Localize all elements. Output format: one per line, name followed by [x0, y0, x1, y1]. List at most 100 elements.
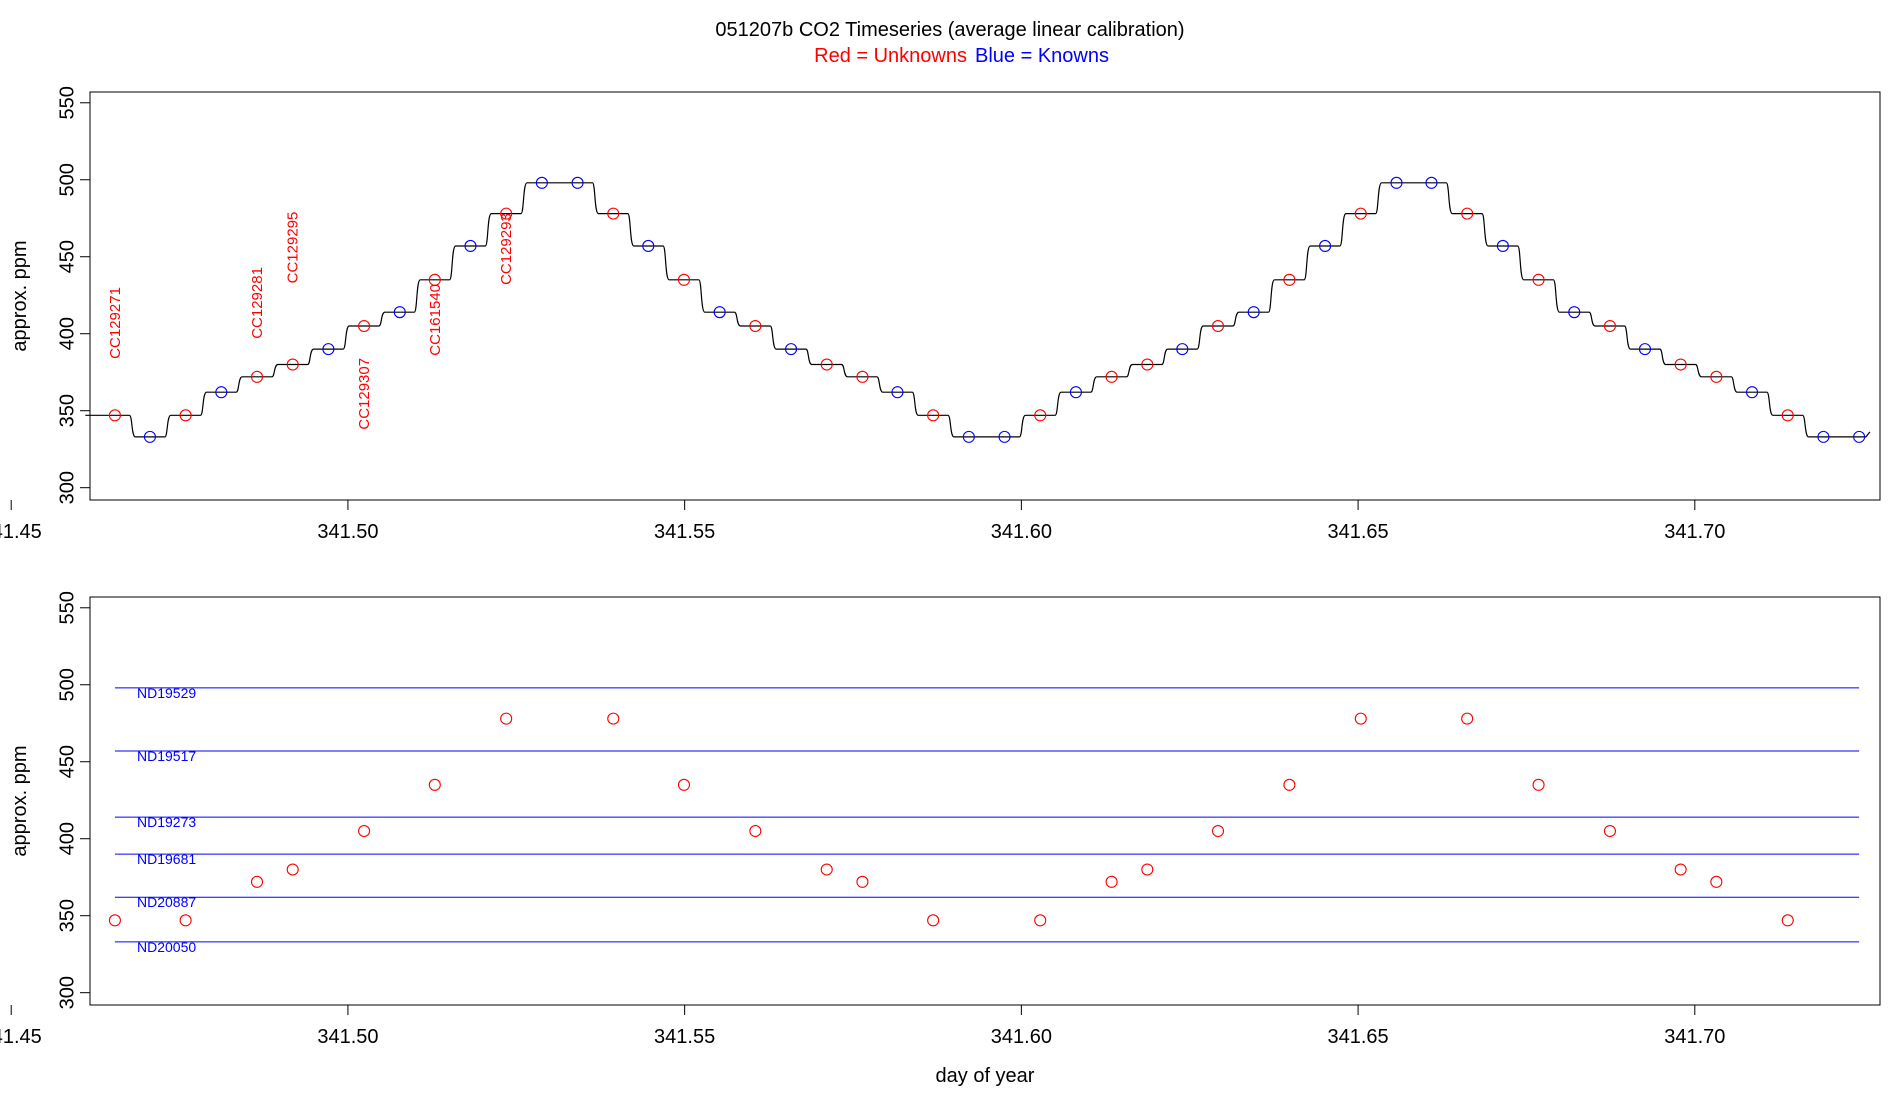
known-point: [642, 239, 655, 253]
y-axis-label: approx. ppm: [9, 240, 31, 351]
unknown-point: [500, 207, 513, 220]
known-point: [713, 306, 726, 319]
known-point: [1638, 343, 1652, 356]
known-point: [784, 343, 798, 356]
known-point: [393, 306, 406, 319]
known-point: [215, 386, 228, 399]
unknown-point: [1603, 319, 1617, 333]
reference-line-label: ND19681: [137, 851, 196, 867]
y-tick-label: 450: [56, 745, 78, 778]
known-point: [1390, 176, 1403, 189]
unknown-point: [1461, 712, 1474, 725]
unknown-point: [1211, 824, 1225, 838]
known-point: [1176, 343, 1189, 356]
y-tick-label: 300: [56, 976, 78, 1009]
unknown-point: [1674, 863, 1687, 876]
cylinder-annotation: CC129295: [285, 212, 302, 284]
top-panel-timeseries: 341.45 341.50 341.55 341.60 341.65 341.70 300 3…: [0, 86, 1881, 543]
y-tick-label: 350: [56, 394, 78, 427]
y-tick-label: 350: [56, 899, 78, 932]
unknown-point: [1034, 914, 1047, 927]
unknown-point: [108, 914, 121, 927]
unknown-point: [179, 409, 192, 422]
unknown-point: [1603, 824, 1617, 838]
y-tick-label: 500: [56, 668, 78, 701]
known-point: [1069, 386, 1082, 399]
unknown-point: [1105, 875, 1118, 888]
reference-line-label: ND19517: [137, 748, 196, 764]
unknown-point: [749, 319, 762, 333]
unknown-point: [749, 824, 762, 838]
unknown-point: [927, 409, 940, 422]
known-point: [1247, 306, 1260, 319]
x-tick-label: 341.60: [991, 1026, 1052, 1048]
unknown-point: [1283, 778, 1296, 791]
x-tick-label: 341.65: [1327, 1026, 1388, 1048]
known-point: [998, 430, 1011, 443]
x-tick-label: 341.65: [1327, 521, 1388, 543]
y-tick-label: 300: [56, 471, 78, 504]
unknown-point: [856, 875, 869, 888]
known-point: [143, 430, 156, 443]
known-point: [571, 176, 584, 189]
y-tick-label: 400: [56, 822, 78, 855]
unknown-point: [250, 370, 264, 383]
y-tick-label: 400: [56, 317, 78, 350]
y-tick-label: 500: [56, 163, 78, 196]
unknown-point: [1674, 358, 1687, 371]
x-tick-label: 341.60: [991, 521, 1052, 543]
plot-frame: [89, 596, 1881, 1006]
known-point: [322, 343, 335, 356]
plot-frame: [89, 91, 1881, 501]
known-point: [464, 239, 477, 253]
unknown-point: [358, 824, 371, 838]
unknown-point: [927, 914, 940, 927]
reference-line-label: ND19529: [137, 685, 196, 701]
legend-unknowns: Red = Unknowns: [814, 45, 967, 67]
unknown-point: [1781, 914, 1794, 927]
unknown-point: [286, 358, 299, 371]
unknown-point: [108, 409, 121, 422]
unknown-point: [607, 207, 620, 220]
unknown-point: [1141, 863, 1154, 876]
x-axis-label: day of year: [936, 1065, 1035, 1087]
unknown-point: [677, 273, 691, 286]
known-point: [891, 386, 904, 399]
reference-line-label: ND20050: [137, 939, 196, 955]
cylinder-annotation: CC129293: [498, 213, 515, 285]
unknown-point: [820, 863, 833, 876]
unknown-point: [1211, 319, 1225, 333]
known-point: [1853, 430, 1866, 443]
x-tick-label: 341.45: [0, 521, 42, 543]
figure-title: 051207b CO2 Timeseries (average linear c…: [715, 19, 1184, 41]
unknown-point: [1141, 358, 1154, 371]
known-point: [1319, 239, 1332, 253]
x-tick-label: 341.70: [1664, 521, 1725, 543]
unknown-point: [428, 778, 441, 791]
unknown-point: [1105, 370, 1118, 383]
bottom-panel-unknowns: 341.45 341.50 341.55 341.60 341.65 341.70 300 3…: [0, 591, 1881, 1087]
cylinder-annotation: CC161540: [427, 284, 444, 356]
y-tick-label: 550: [56, 591, 78, 624]
unknown-point: [856, 370, 869, 383]
known-point: [1568, 306, 1581, 319]
unknown-point: [1710, 370, 1723, 383]
unknown-point: [358, 319, 371, 333]
legend-knowns: Blue = Knowns: [975, 45, 1109, 67]
y-tick-label: 450: [56, 240, 78, 273]
x-tick-label: 341.50: [317, 1026, 378, 1048]
unknown-point: [820, 358, 833, 371]
unknown-point: [250, 875, 264, 888]
unknown-point: [428, 273, 441, 286]
known-point: [535, 176, 548, 189]
cylinder-annotation: CC129271: [107, 287, 124, 359]
unknown-point: [286, 863, 299, 876]
unknown-point: [1710, 875, 1723, 888]
unknown-point: [1354, 207, 1367, 220]
unknown-point: [500, 712, 513, 725]
y-tick-label: 550: [56, 86, 78, 119]
reference-line-label: ND20887: [137, 894, 196, 910]
known-point: [962, 430, 975, 443]
unknown-point: [607, 712, 620, 725]
